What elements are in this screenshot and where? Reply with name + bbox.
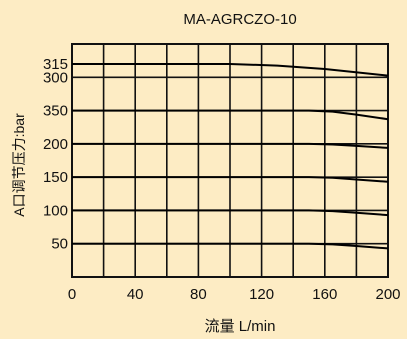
series-line-200 [72, 142, 389, 149]
grid [71, 43, 389, 278]
series-line-315 [72, 63, 389, 77]
x-tick-labels: 0 40 80 120 160 200 [68, 286, 401, 303]
x-tick-label: 160 [312, 286, 337, 303]
chart-title: MA-AGRCZO-10 [183, 11, 296, 28]
series-line-150 [72, 176, 389, 183]
y-tick-label: 200 [43, 136, 68, 153]
series-group [72, 63, 389, 250]
y-tick-label: 350 [43, 103, 68, 120]
x-tick-label: 200 [375, 286, 400, 303]
y-axis-label: A口调节压力:bar [11, 113, 27, 217]
x-tick-label: 120 [249, 286, 274, 303]
series-line-350 [72, 109, 389, 121]
y-tick-label: 300 [43, 69, 68, 86]
x-tick-label: 0 [68, 286, 76, 303]
y-tick-label: 315 [43, 56, 68, 73]
x-axis-label: 流量 L/min [205, 318, 276, 335]
series-line-100 [72, 209, 389, 217]
series-line-50 [72, 242, 389, 250]
y-tick-label: 100 [43, 202, 68, 219]
y-tick-label: 50 [51, 236, 68, 253]
x-tick-label: 40 [127, 286, 144, 303]
x-tick-label: 80 [190, 286, 207, 303]
y-tick-label: 150 [43, 169, 68, 186]
